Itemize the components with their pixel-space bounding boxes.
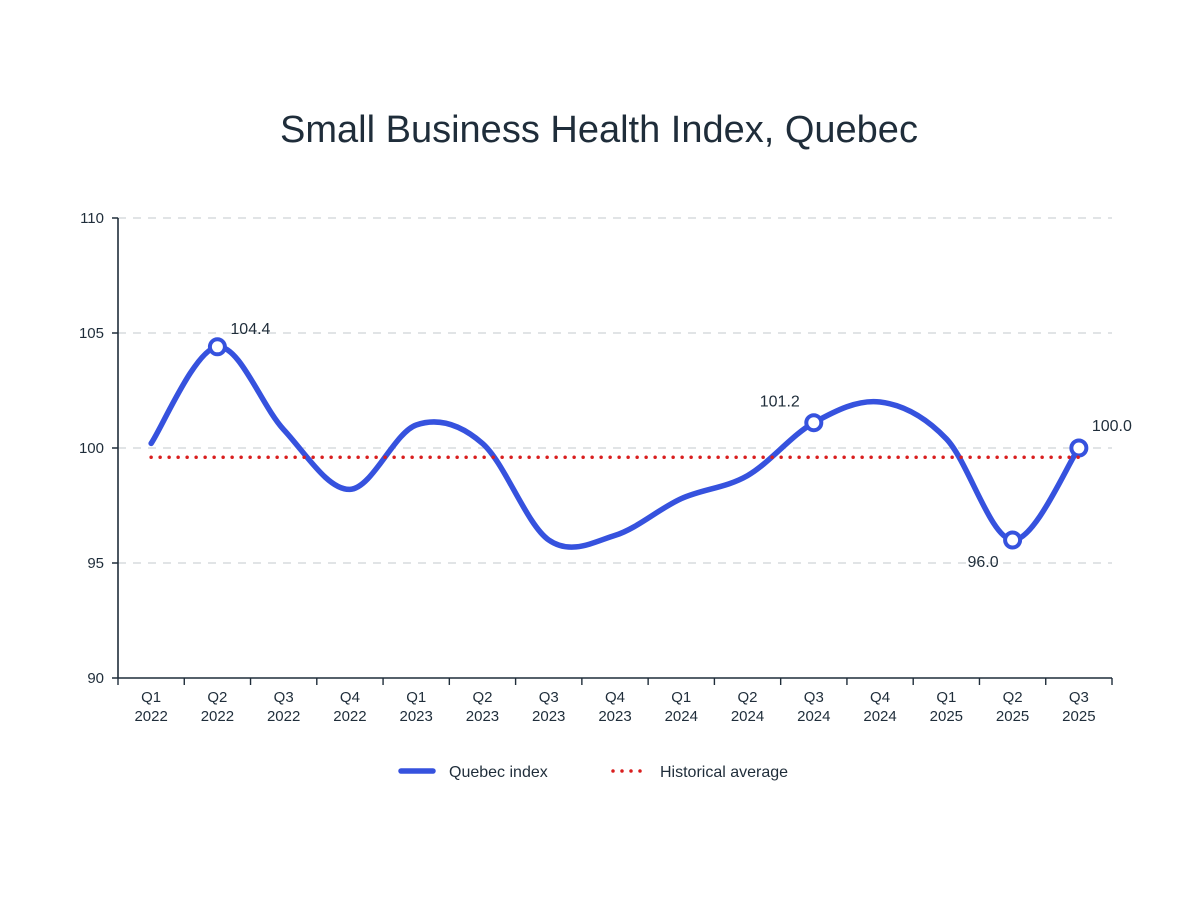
y-tick-label: 110 [80,210,104,227]
data-point-marker [1069,438,1089,458]
x-tick-label-quarter: Q2 [472,689,492,706]
x-tick-label-quarter: Q2 [738,689,758,706]
data-point-marker [1003,530,1023,550]
legend: Quebec index Historical average [398,764,788,781]
legend-label-historical-average: Historical average [660,764,788,781]
x-tick-label: Q1 2022 [134,689,167,725]
x-tick-label-quarter: Q4 [340,689,360,706]
x-tick-label: Q3 2024 [797,689,830,725]
x-tick-label-quarter: Q3 [804,689,824,706]
x-tick-label: Q2 2023 [466,689,499,725]
x-tick-label-year: 2023 [532,708,565,725]
data-label-100-0: 100.0 [1092,418,1132,435]
data-labels: 104.4 101.2 96.0 100.0 [230,321,1132,571]
x-tick-label-year: 2022 [333,708,366,725]
x-tick-label: Q1 2025 [930,689,963,725]
x-tick-label-quarter: Q1 [141,689,161,706]
y-tick-label: 95 [87,555,104,572]
x-tick-label: Q2 2022 [201,689,234,725]
data-point-marker [804,413,824,433]
x-tick-label-year: 2023 [466,708,499,725]
x-tick-label-year: 2024 [797,708,830,725]
x-tick-label: Q3 2025 [1062,689,1095,725]
gridlines [118,217,1112,564]
x-tick-label-year: 2022 [134,708,167,725]
x-tick-label-quarter: Q1 [936,689,956,706]
x-tick-label-year: 2025 [996,708,1029,725]
x-tick-label-year: 2025 [930,708,963,725]
data-label-101-2: 101.2 [760,393,800,410]
x-tick-label: Q2 2025 [996,689,1029,725]
x-tick-label: Q4 2023 [598,689,631,725]
x-tick-label-quarter: Q2 [207,689,227,706]
x-tick-label-quarter: Q4 [605,689,625,706]
x-tick-label: Q3 2022 [267,689,300,725]
x-tick-label-quarter: Q2 [1003,689,1023,706]
y-tick-label: 105 [79,325,104,342]
x-tick-label-year: 2024 [863,708,896,725]
x-tick-label: Q1 2023 [400,689,433,725]
x-tick-label-quarter: Q3 [1069,689,1089,706]
x-tick-label-quarter: Q4 [870,689,890,706]
axes: 90 95 100 105 110 Q1 2022 Q2 2022 Q3 2022 Q4 2022 Q1 2… [79,210,1113,725]
x-tick-label-year: 2023 [598,708,631,725]
x-tick-label-quarter: Q1 [406,689,426,706]
y-tick-label: 100 [79,440,104,457]
x-tick-label-quarter: Q3 [539,689,559,706]
x-tick-label-quarter: Q3 [274,689,294,706]
data-label-96-0: 96.0 [967,554,998,571]
x-tick-label: Q2 2024 [731,689,764,725]
x-tick-label-year: 2025 [1062,708,1095,725]
y-tick-label: 90 [87,670,104,687]
x-tick-label: Q1 2024 [665,689,698,725]
x-tick-label-year: 2023 [400,708,433,725]
x-tick-label: Q3 2023 [532,689,565,725]
x-tick-label: Q4 2024 [863,689,896,725]
x-tick-label-year: 2022 [267,708,300,725]
legend-label-quebec-index: Quebec index [449,764,548,781]
x-tick-label-year: 2022 [201,708,234,725]
x-tick-label-year: 2024 [665,708,698,725]
data-label-104-4: 104.4 [230,321,270,338]
chart-title: Small Business Health Index, Quebec [280,109,918,151]
data-point-marker [207,337,227,357]
series-line-quebec-index [148,344,1082,550]
x-tick-label: Q4 2022 [333,689,366,725]
series-layer [148,337,1089,550]
x-tick-label-year: 2024 [731,708,764,725]
x-tick-label-quarter: Q1 [671,689,691,706]
